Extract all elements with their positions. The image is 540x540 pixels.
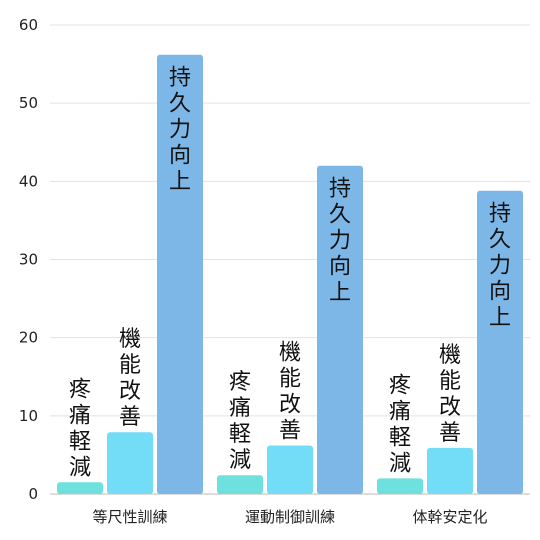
y-tick-label: 0 bbox=[28, 485, 38, 503]
bar-data-label: 持久力向上 bbox=[329, 177, 351, 306]
bar bbox=[427, 447, 473, 494]
y-tick-label: 60 bbox=[19, 16, 38, 34]
bar bbox=[477, 190, 523, 495]
bar-data-label: 持久力向上 bbox=[169, 66, 191, 195]
bar bbox=[317, 165, 363, 494]
bar bbox=[157, 54, 203, 494]
x-tick-label: 等尺性訓練 bbox=[92, 508, 167, 526]
y-tick-label: 30 bbox=[19, 251, 38, 269]
bar bbox=[377, 478, 423, 494]
x-axis-labels: 等尺性訓練 運動制御訓練 体幹安定化 bbox=[92, 508, 487, 526]
bar bbox=[267, 445, 313, 494]
y-tick-label: 50 bbox=[19, 94, 38, 112]
bars bbox=[57, 54, 523, 495]
bar bbox=[107, 432, 153, 494]
bar-data-label: 疼痛軽減 bbox=[389, 373, 411, 476]
bar-data-label: 疼痛軽減 bbox=[69, 377, 91, 480]
x-tick-label: 体幹安定化 bbox=[412, 508, 487, 526]
x-tick-label: 運動制御訓練 bbox=[245, 508, 335, 526]
bar-data-label: 疼痛軽減 bbox=[229, 370, 251, 473]
y-axis-ticks: 0 10 20 30 40 50 60 bbox=[19, 16, 38, 503]
bar-data-label: 持久力向上 bbox=[489, 202, 511, 331]
gridlines bbox=[50, 24, 530, 495]
y-tick-label: 10 bbox=[19, 407, 38, 425]
bar-data-label: 機能改善 bbox=[119, 327, 141, 430]
y-tick-label: 20 bbox=[19, 329, 38, 347]
bar-data-label: 機能改善 bbox=[439, 343, 461, 446]
y-tick-label: 40 bbox=[19, 172, 38, 190]
bar-data-label: 機能改善 bbox=[279, 341, 301, 444]
bar bbox=[217, 475, 263, 494]
bar bbox=[57, 482, 103, 494]
